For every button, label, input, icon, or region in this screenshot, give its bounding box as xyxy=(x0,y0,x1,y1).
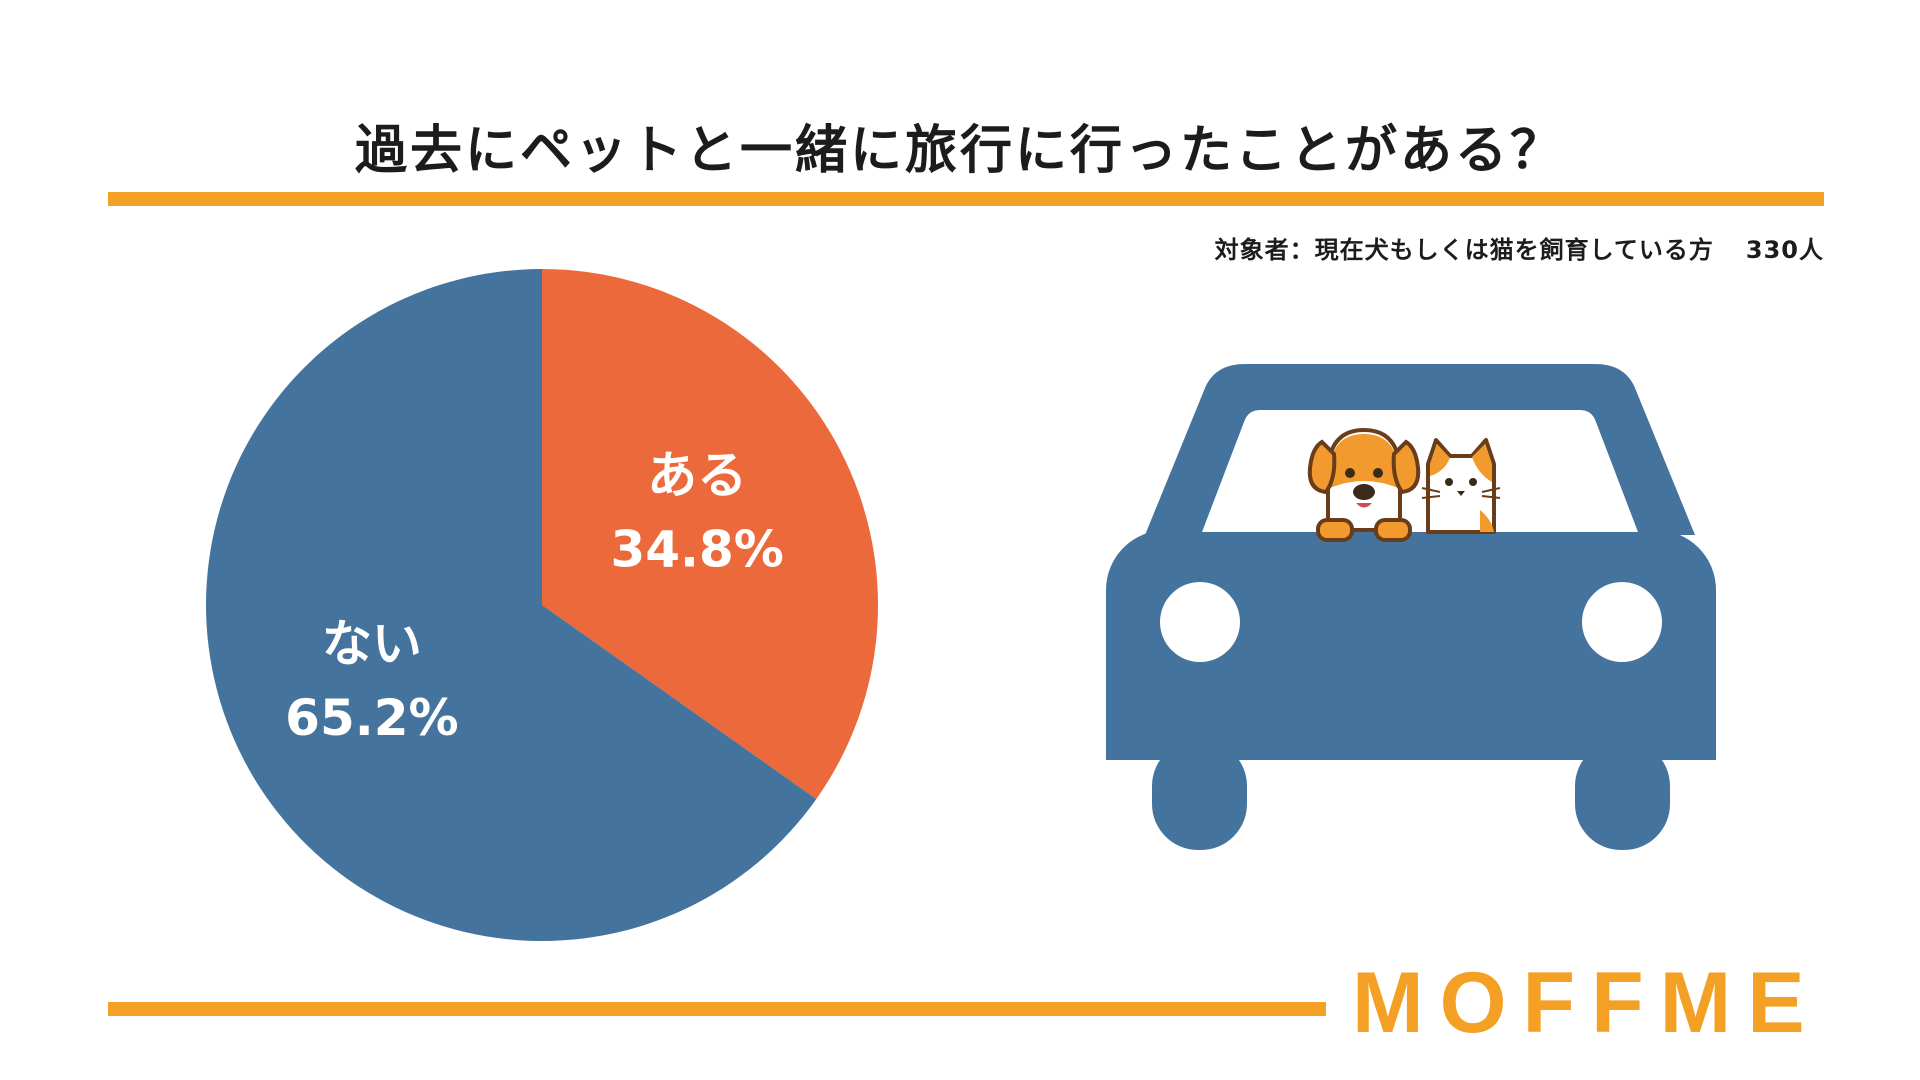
right-headlight xyxy=(1582,582,1662,662)
pie-chart: ある 34.8% ない 65.2% xyxy=(206,269,879,941)
bottom-divider xyxy=(108,1002,1326,1016)
pie-slice-2 xyxy=(206,269,817,941)
car-illustration xyxy=(1106,364,1716,850)
pie-category-label-2: ない xyxy=(322,615,422,673)
dog-icon xyxy=(1307,427,1421,542)
pie-slice-1 xyxy=(542,269,879,800)
brand-logo: MOFFME xyxy=(1352,955,1821,1051)
top-divider xyxy=(108,192,1824,206)
respondent-note: 対象者：現在犬もしくは猫を飼育している方 330人 xyxy=(1215,230,1824,265)
cat-icon xyxy=(1421,438,1501,534)
page-title: 過去にペットと一緒に旅行に行ったことがある？ xyxy=(354,121,1565,181)
pie-value-label-1: 34.8% xyxy=(610,521,783,579)
left-headlight xyxy=(1160,582,1240,662)
pie-category-label-1: ある xyxy=(647,447,747,505)
respondent-count: 330人 xyxy=(1745,236,1824,264)
pie-value-label-2: 65.2% xyxy=(285,689,458,747)
respondent-label: 対象者：現在犬もしくは猫を飼育している方 xyxy=(1214,236,1714,264)
